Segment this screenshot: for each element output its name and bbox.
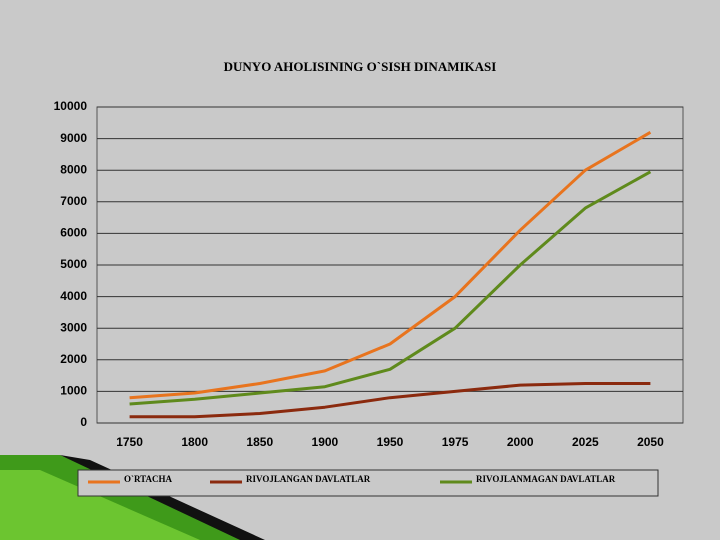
y-tick-label: 8000 bbox=[60, 162, 87, 176]
series-line bbox=[129, 170, 652, 406]
y-tick-label: 6000 bbox=[60, 226, 87, 240]
x-tick-label: 1950 bbox=[377, 435, 404, 449]
x-tick-label: 1975 bbox=[442, 435, 469, 449]
chart-title: DUNYO AHOLISINING O`SISH DINAMIKASI bbox=[224, 59, 497, 74]
y-tick-label: 5000 bbox=[60, 257, 87, 271]
legend-label: O`RTACHA bbox=[124, 474, 173, 484]
decoration bbox=[0, 470, 200, 540]
x-tick-label: 2025 bbox=[572, 435, 599, 449]
x-tick-label: 1850 bbox=[246, 435, 273, 449]
legend bbox=[77, 469, 659, 497]
series-line bbox=[129, 382, 651, 419]
y-tick-label: 4000 bbox=[60, 289, 87, 303]
y-tick-label: 2000 bbox=[60, 352, 87, 366]
y-tick-label: 1000 bbox=[60, 384, 87, 398]
y-tick-label: 10000 bbox=[54, 99, 88, 113]
x-tick-label: 1800 bbox=[181, 435, 208, 449]
x-tick-label: 1900 bbox=[312, 435, 339, 449]
x-tick-label: 2000 bbox=[507, 435, 534, 449]
y-tick-label: 9000 bbox=[60, 131, 87, 145]
x-tick-label: 2050 bbox=[637, 435, 664, 449]
y-tick-label: 3000 bbox=[60, 320, 87, 334]
legend-label: RIVOJLANGAN DAVLATLAR bbox=[246, 474, 371, 484]
y-tick-label: 0 bbox=[80, 415, 87, 429]
x-tick-label: 1750 bbox=[116, 435, 143, 449]
legend-label: RIVOJLANMAGAN DAVLATLAR bbox=[476, 474, 616, 484]
y-tick-label: 7000 bbox=[60, 194, 87, 208]
series-line bbox=[129, 131, 652, 400]
